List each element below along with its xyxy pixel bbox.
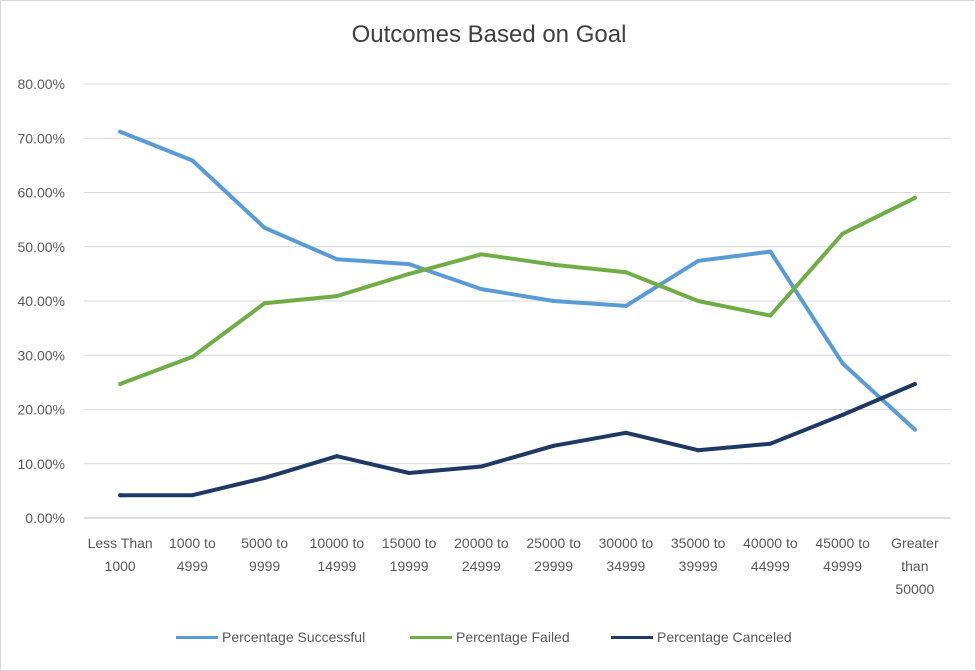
legend-label: Percentage Successful — [222, 629, 366, 645]
y-tick-label: 50.00% — [18, 239, 65, 255]
data-point — [696, 299, 701, 303]
data-point — [262, 475, 267, 480]
data-point — [912, 382, 917, 387]
y-tick-label: 40.00% — [18, 293, 65, 309]
data-point — [623, 270, 628, 275]
data-point — [768, 249, 773, 254]
data-point — [768, 441, 773, 446]
x-tick-label: 14999 — [317, 558, 356, 574]
x-tick-label: 50000 — [895, 581, 934, 597]
legend-item: Percentage Successful — [176, 625, 365, 649]
series-line-2 — [118, 195, 917, 386]
x-tick-label: 9999 — [249, 558, 280, 574]
x-tick-label: 39999 — [679, 558, 718, 574]
data-point — [840, 412, 845, 417]
x-tick-label: Greater — [891, 535, 939, 551]
data-point — [623, 430, 628, 435]
data-point — [334, 454, 339, 459]
series-line-3 — [118, 382, 917, 498]
data-point — [118, 382, 123, 387]
data-point — [696, 258, 701, 263]
data-point — [912, 427, 917, 432]
data-point — [479, 464, 484, 469]
data-point — [118, 129, 123, 134]
data-point — [334, 294, 339, 299]
data-point — [840, 361, 845, 366]
x-tick-label: 44999 — [751, 558, 790, 574]
data-point — [840, 231, 845, 236]
legend-item: Percentage Failed — [410, 625, 570, 649]
y-tick-label: 70.00% — [18, 130, 65, 146]
legend-swatch — [176, 635, 218, 639]
y-tick-label: 60.00% — [18, 185, 65, 201]
y-tick-label: 10.00% — [18, 456, 65, 472]
data-point — [551, 262, 556, 267]
y-tick-label: 80.00% — [18, 76, 65, 92]
x-tick-label: 34999 — [606, 558, 645, 574]
x-tick-label: 10000 to — [310, 535, 365, 551]
data-point — [551, 299, 556, 303]
x-tick-label: 1000 — [105, 558, 136, 574]
x-tick-label: 29999 — [534, 558, 573, 574]
legend-item: Percentage Canceled — [611, 625, 792, 649]
x-tick-label: 40000 to — [743, 535, 798, 551]
x-tick-label: than — [901, 558, 928, 574]
x-tick-label: Less Than — [88, 535, 153, 551]
data-point — [334, 257, 339, 262]
data-point — [262, 225, 267, 230]
x-tick-label: 25000 to — [526, 535, 581, 551]
data-point — [407, 470, 412, 475]
data-point — [407, 271, 412, 276]
data-point — [768, 313, 773, 318]
legend-label: Percentage Failed — [456, 629, 570, 645]
legend: Percentage Successful Percentage Failed Pe… — [1, 625, 976, 649]
y-tick-label: 30.00% — [18, 347, 65, 363]
x-tick-label: 35000 to — [671, 535, 726, 551]
x-tick-label: 19999 — [390, 558, 429, 574]
data-point — [623, 303, 628, 308]
data-point — [912, 195, 917, 200]
data-point — [262, 301, 267, 306]
data-point — [407, 262, 412, 267]
chart-title: Outcomes Based on Goal — [351, 21, 627, 48]
legend-swatch — [611, 635, 653, 639]
plot-area: 0.00% 10.00% 20.00% 30.00% 40.00% 50.00% 60.00… — [18, 76, 951, 597]
data-point — [696, 448, 701, 453]
legend-label: Percentage Canceled — [657, 629, 792, 645]
x-tick-label: 20000 to — [454, 535, 509, 551]
x-tick-label: 4999 — [177, 558, 208, 574]
x-tick-label: 24999 — [462, 558, 501, 574]
data-point — [479, 252, 484, 257]
x-tick-label: 5000 to — [241, 535, 288, 551]
legend-swatch — [410, 635, 452, 639]
data-point — [190, 158, 195, 163]
x-tick-label: 1000 to — [169, 535, 216, 551]
y-tick-label: 0.00% — [25, 510, 65, 526]
series-line-1 — [118, 129, 917, 432]
x-tick-label: 49999 — [823, 558, 862, 574]
data-point — [479, 287, 484, 292]
data-point — [551, 443, 556, 448]
x-tick-label: 15000 to — [382, 535, 437, 551]
y-tick-label: 20.00% — [18, 402, 65, 418]
data-point — [190, 493, 195, 498]
x-tick-label: 45000 to — [815, 535, 870, 551]
data-point — [118, 493, 123, 498]
data-point — [190, 354, 195, 359]
x-tick-label: 30000 to — [599, 535, 654, 551]
